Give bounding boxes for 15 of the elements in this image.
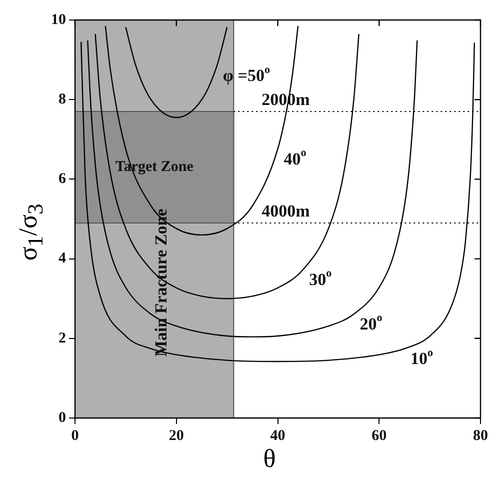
x-tick-label: 0	[71, 428, 79, 444]
x-tick-label: 20	[168, 428, 184, 444]
ref-line-label: 4000m	[262, 201, 310, 220]
x-tick-label: 40	[270, 428, 286, 444]
y-tick-label: 2	[58, 330, 66, 346]
y-tick-label: 6	[58, 171, 66, 188]
y-tick-label: 4	[58, 250, 66, 267]
band-label: Main Fracture Zone	[152, 208, 171, 357]
x-tick-label: 60	[372, 428, 387, 444]
y-tick-label: 8	[58, 91, 66, 108]
x-axis-title: θ	[262, 444, 277, 474]
y-tick-label: 0	[58, 410, 66, 426]
line-series	[80, 41, 476, 362]
x-tick-label: 80	[473, 428, 488, 444]
y-tick-label: 10	[51, 12, 66, 28]
